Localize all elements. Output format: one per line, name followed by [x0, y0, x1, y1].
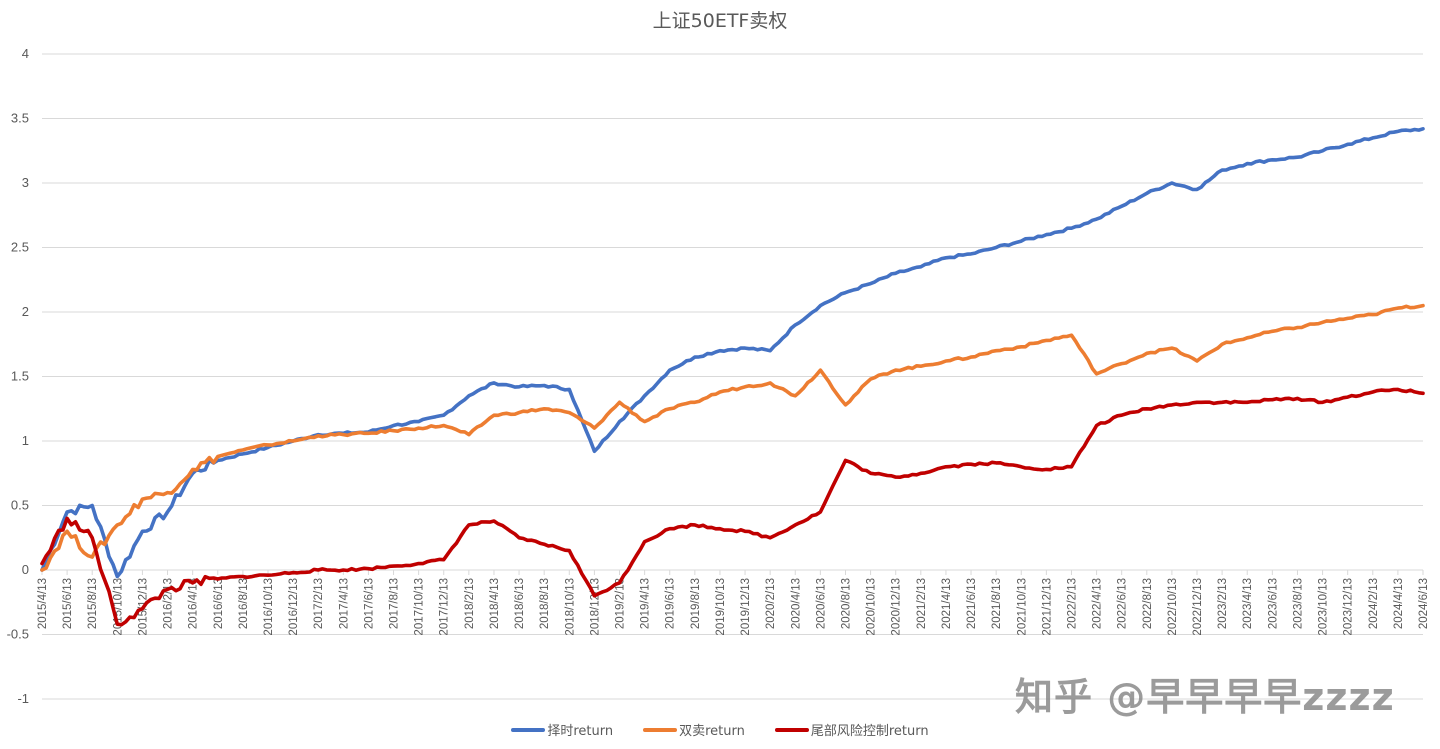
gridlines: [42, 53, 1423, 700]
x-tick-label: 2021/8/13: [991, 578, 1003, 629]
x-tick-label: 2023/10/13: [1318, 578, 1330, 636]
x-tick-label: 2018/4/13: [489, 578, 501, 629]
x-tick-label: 2015/8/13: [87, 578, 99, 629]
x-tick-label: 2019/8/13: [690, 578, 702, 629]
chart-title: 上证50ETF卖权: [652, 10, 788, 32]
x-tick-label: 2021/12/13: [1041, 578, 1053, 636]
x-tick-label: 2016/10/13: [263, 578, 275, 636]
x-tick-label: 2017/12/13: [439, 578, 451, 636]
x-tick-label: 2022/2/13: [1066, 578, 1078, 629]
y-tick-label: 3.5: [11, 111, 29, 126]
y-axis-labels: 4 3.5 3 2.5 2 1.5 1 0.5 0 -0.5 -1: [7, 46, 29, 706]
x-tick-label: 2019/6/13: [665, 578, 677, 629]
x-tick-label: 2017/4/13: [338, 578, 350, 629]
x-tick-label: 2016/6/13: [213, 578, 225, 629]
x-tick-label: 2022/4/13: [1092, 578, 1104, 629]
legend-label-double-sell: 双卖return: [679, 724, 745, 739]
series-line-tail-risk: [40, 387, 1425, 627]
watermark-text: 知乎 @早早早早zzzz: [1015, 675, 1395, 719]
x-tick-label: 2024/4/13: [1393, 578, 1405, 629]
x-tick-label: 2022/12/13: [1192, 578, 1204, 636]
x-tick-label: 2024/6/13: [1418, 578, 1430, 629]
legend-swatch-tail-risk: [774, 727, 809, 732]
x-tick-label: 2022/8/13: [1142, 578, 1154, 629]
x-tick-label: 2017/8/13: [389, 578, 401, 629]
x-tick-label: 2023/2/13: [1217, 578, 1229, 629]
x-tick-label: 2024/2/13: [1368, 578, 1380, 629]
legend: 择时return 双卖return 尾部风险控制return: [0, 720, 1440, 739]
x-tick-label: 2021/10/13: [1016, 578, 1028, 636]
y-tick-label: 3: [22, 175, 29, 190]
x-tick-label: 2017/10/13: [414, 578, 426, 636]
x-tick-label: 2017/6/13: [363, 578, 375, 629]
x-tick-label: 2015/4/13: [37, 578, 49, 629]
x-tick-label: 2023/8/13: [1292, 578, 1304, 629]
x-tick-label: 2020/12/13: [891, 578, 903, 636]
x-tick-label: 2018/6/13: [514, 578, 526, 629]
x-tick-label: 2020/8/13: [840, 578, 852, 629]
legend-item-timing: 择时return: [511, 720, 613, 739]
legend-label-timing: 择时return: [547, 724, 614, 739]
y-tick-label: 0: [22, 562, 29, 577]
x-tick-label: 2023/6/13: [1267, 578, 1279, 629]
x-tick-label: 2019/4/13: [640, 578, 652, 629]
legend-swatch-timing: [511, 727, 546, 732]
x-tick-label: 2022/10/13: [1167, 578, 1179, 636]
y-tick-label: 4: [22, 46, 29, 61]
series-lines: [40, 127, 1425, 627]
legend-swatch-double-sell: [643, 727, 678, 732]
series-line-timing: [40, 127, 1425, 579]
y-tick-label: -0.5: [7, 627, 29, 642]
y-tick-label: 1.5: [11, 369, 29, 384]
x-tick-label: 2021/4/13: [941, 578, 953, 629]
series-line-double-sell: [40, 303, 1425, 572]
x-tick-label: 2018/10/13: [564, 578, 576, 636]
x-tick-label: 2020/4/13: [790, 578, 802, 629]
x-tick-label: 2019/12/13: [740, 578, 752, 636]
legend-item-tail-risk: 尾部风险控制return: [774, 720, 929, 739]
x-tick-label: 2023/4/13: [1242, 578, 1254, 629]
y-tick-label: 2.5: [11, 240, 29, 255]
legend-label-tail-risk: 尾部风险控制return: [810, 724, 929, 739]
y-tick-label: -1: [17, 691, 29, 706]
x-tick-label: 2021/2/13: [916, 578, 928, 629]
x-tick-label: 2020/2/13: [765, 578, 777, 629]
x-tick-label: 2023/12/13: [1343, 578, 1355, 636]
x-tick-label: 2021/6/13: [966, 578, 978, 629]
x-tick-label: 2016/2/13: [163, 578, 175, 629]
x-tick-label: 2018/8/13: [539, 578, 551, 629]
x-tick-label: 2016/4/13: [188, 578, 200, 629]
x-tick-label: 2020/6/13: [815, 578, 827, 629]
x-tick-label: 2016/12/13: [288, 578, 300, 636]
x-tick-label: 2016/8/13: [238, 578, 250, 629]
y-tick-label: 2: [22, 304, 29, 319]
x-tick-label: 2017/2/13: [313, 578, 325, 629]
x-tick-label: 2019/2/13: [615, 578, 627, 629]
x-tick-label: 2018/2/13: [464, 578, 476, 629]
y-tick-label: 1: [22, 433, 29, 448]
x-axis-labels: 2015/4/13 2015/6/13 2015/8/13 2015/10/13 201…: [37, 570, 1430, 636]
x-tick-label: 2015/6/13: [62, 578, 74, 629]
x-tick-label: 2020/10/13: [866, 578, 878, 636]
x-tick-label: 2019/10/13: [715, 578, 727, 636]
x-tick-label: 2022/6/13: [1117, 578, 1129, 629]
legend-item-double-sell: 双卖return: [643, 720, 745, 739]
y-tick-label: 0.5: [11, 498, 29, 513]
